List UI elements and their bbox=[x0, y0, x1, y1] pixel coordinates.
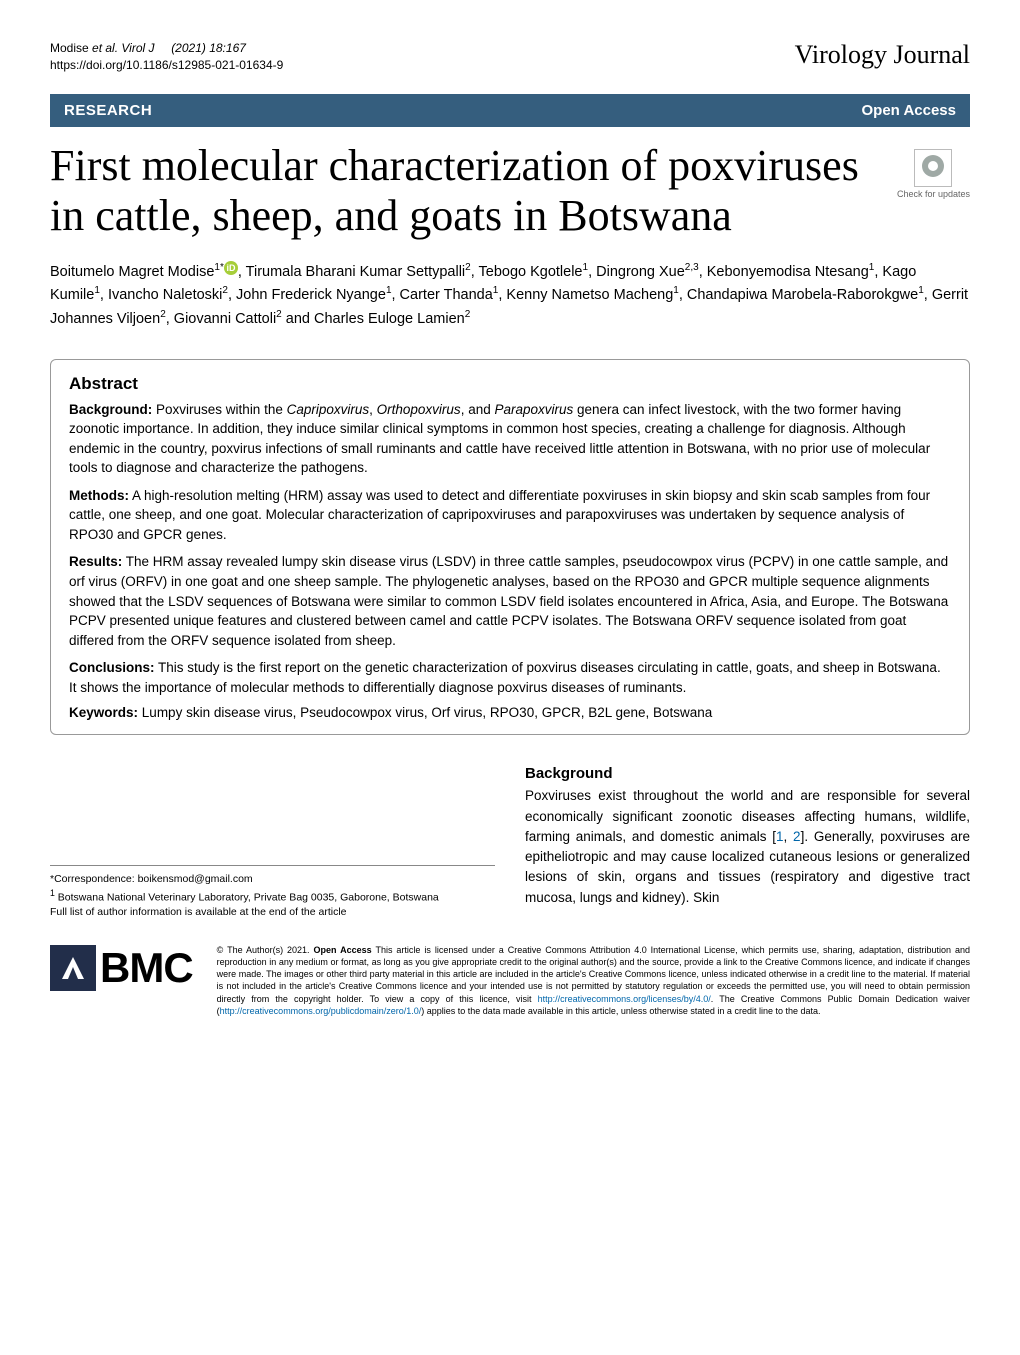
abstract-conclusions: Conclusions: This study is the first rep… bbox=[69, 658, 951, 697]
doi: https://doi.org/10.1186/s12985-021-01634… bbox=[50, 57, 283, 74]
header-top: Modise et al. Virol J (2021) 18:167 http… bbox=[50, 40, 970, 74]
correspondence-label: *Correspondence: bbox=[50, 873, 135, 885]
bmc-logo: BMC bbox=[50, 944, 193, 992]
citation-authors: Modise bbox=[50, 41, 89, 55]
bmc-text: BMC bbox=[100, 944, 193, 992]
abstract-results-text: The HRM assay revealed lumpy skin diseas… bbox=[69, 554, 948, 647]
authors: Boitumelo Magret Modise1*iD, Tirumala Bh… bbox=[50, 260, 970, 331]
ref-link-1[interactable]: 1 bbox=[776, 829, 784, 844]
license-prefix: © The Author(s) 2021. bbox=[217, 945, 314, 955]
affil-sup: 1 bbox=[50, 888, 55, 898]
abstract-box: Abstract Background: Poxviruses within t… bbox=[50, 359, 970, 736]
affil-text: Botswana National Veterinary Laboratory,… bbox=[58, 892, 439, 904]
check-updates-badge[interactable]: Check for updates bbox=[897, 149, 970, 199]
bmc-square-icon bbox=[50, 945, 96, 991]
license-link-1[interactable]: http://creativecommons.org/licenses/by/4… bbox=[538, 994, 711, 1004]
abstract-conclusions-text: This study is the first report on the ge… bbox=[69, 660, 941, 695]
citation-yearvol: (2021) 18:167 bbox=[171, 41, 246, 55]
correspondence-block: *Correspondence: boikensmod@gmail.com 1 … bbox=[50, 865, 495, 920]
article-title: First molecular characterization of poxv… bbox=[50, 141, 877, 242]
abstract-methods-text: A high-resolution melting (HRM) assay wa… bbox=[69, 488, 930, 542]
abstract-background-text: Poxviruses within the Capripoxvirus, Ort… bbox=[69, 402, 930, 476]
abstract-background-label: Background: bbox=[69, 402, 152, 417]
abstract-conclusions-label: Conclusions: bbox=[69, 660, 155, 675]
banner-left: RESEARCH bbox=[64, 102, 152, 119]
ref-link-2[interactable]: 2 bbox=[793, 829, 801, 844]
correspondence-email: boikensmod@gmail.com bbox=[138, 873, 253, 885]
keywords: Keywords: Lumpy skin disease virus, Pseu… bbox=[69, 705, 951, 720]
license-bold: Open Access bbox=[314, 945, 372, 955]
abstract-results-label: Results: bbox=[69, 554, 122, 569]
license-end: ) applies to the data made available in … bbox=[421, 1006, 820, 1016]
footer: BMC © The Author(s) 2021. Open Access Th… bbox=[50, 944, 970, 1017]
background-heading: Background bbox=[525, 765, 970, 782]
check-updates-label: Check for updates bbox=[897, 189, 970, 199]
keywords-text: Lumpy skin disease virus, Pseudocowpox v… bbox=[142, 705, 713, 720]
main-columns: *Correspondence: boikensmod@gmail.com 1 … bbox=[50, 765, 970, 920]
abstract-heading: Abstract bbox=[69, 374, 951, 394]
abstract-background: Background: Poxviruses within the Caprip… bbox=[69, 400, 951, 478]
abstract-methods-label: Methods: bbox=[69, 488, 129, 503]
license-text: © The Author(s) 2021. Open Access This a… bbox=[217, 944, 970, 1017]
background-paragraph: Poxviruses exist throughout the world an… bbox=[525, 786, 970, 908]
orcid-icon[interactable]: iD bbox=[224, 261, 238, 283]
article-type-banner: RESEARCH Open Access bbox=[50, 94, 970, 127]
license-link-2[interactable]: http://creativecommons.org/publicdomain/… bbox=[220, 1006, 422, 1016]
keywords-label: Keywords: bbox=[69, 705, 138, 720]
journal-logo: Virology Journal bbox=[795, 40, 970, 70]
abstract-results: Results: The HRM assay revealed lumpy sk… bbox=[69, 552, 951, 650]
banner-right: Open Access bbox=[862, 102, 957, 119]
abstract-methods: Methods: A high-resolution melting (HRM)… bbox=[69, 486, 951, 545]
citation-etal: et al. Virol J bbox=[92, 41, 154, 55]
citation-block: Modise et al. Virol J (2021) 18:167 http… bbox=[50, 40, 283, 74]
check-updates-icon bbox=[914, 149, 952, 187]
affil-note: Full list of author information is avail… bbox=[50, 905, 495, 920]
svg-text:iD: iD bbox=[226, 263, 236, 273]
background-column: Background Poxviruses exist throughout t… bbox=[525, 765, 970, 920]
